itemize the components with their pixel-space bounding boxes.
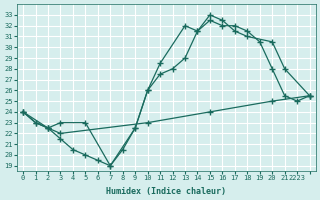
X-axis label: Humidex (Indice chaleur): Humidex (Indice chaleur) [106, 187, 226, 196]
